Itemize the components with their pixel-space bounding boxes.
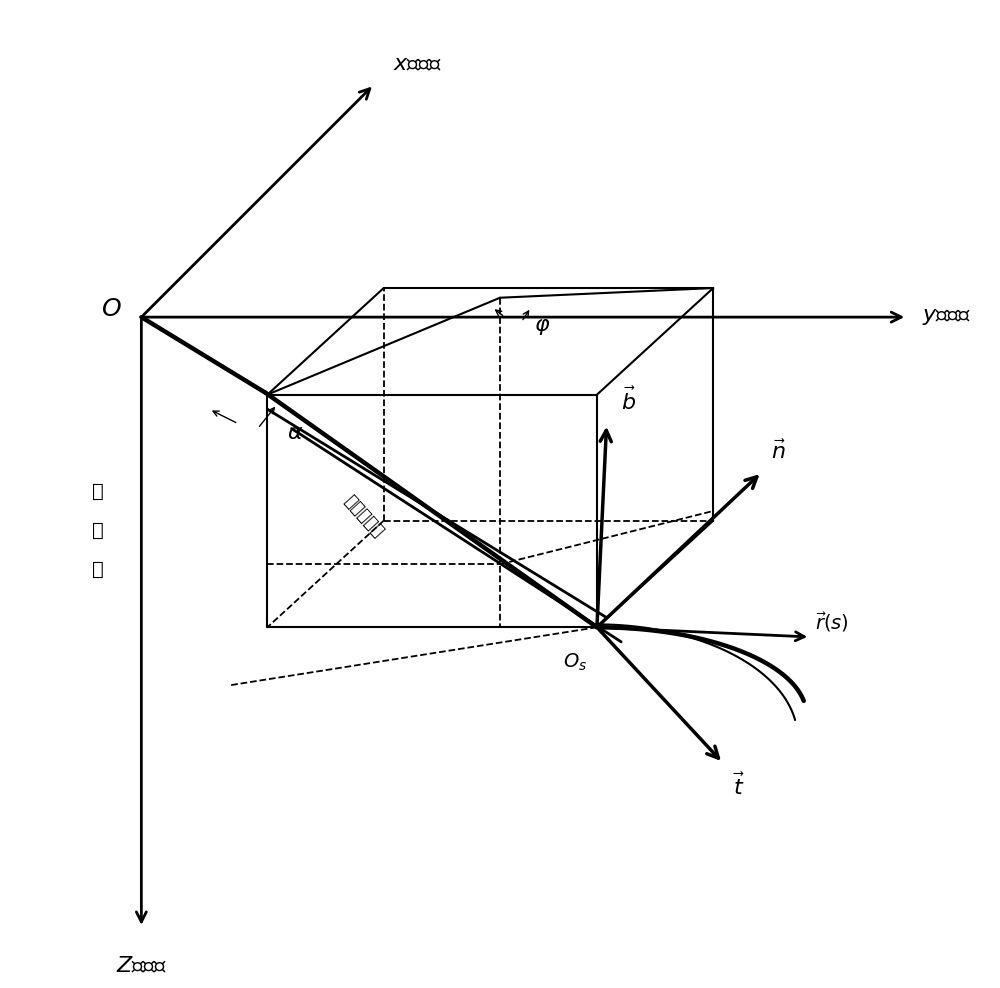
Text: $\varphi$: $\varphi$ bbox=[534, 317, 550, 337]
Text: $\vec{b}$: $\vec{b}$ bbox=[621, 387, 637, 414]
Text: $\alpha$: $\alpha$ bbox=[287, 424, 303, 444]
Text: $O_s$: $O_s$ bbox=[563, 651, 587, 673]
Text: $\vec{n}$: $\vec{n}$ bbox=[771, 440, 787, 462]
Text: $y$（东）: $y$（东） bbox=[922, 307, 971, 327]
Text: $\vec{t}$: $\vec{t}$ bbox=[733, 773, 745, 799]
Text: 井眼方向线: 井眼方向线 bbox=[341, 491, 388, 540]
Text: 线: 线 bbox=[92, 559, 104, 579]
Text: 垂: 垂 bbox=[92, 521, 104, 539]
Text: $x$（北）: $x$（北） bbox=[393, 54, 443, 75]
Text: O: O bbox=[102, 297, 122, 321]
Text: $\vec{r}(s)$: $\vec{r}(s)$ bbox=[815, 611, 849, 634]
Text: $Z$（下）: $Z$（下） bbox=[116, 956, 167, 977]
Text: 铅: 铅 bbox=[92, 482, 104, 501]
